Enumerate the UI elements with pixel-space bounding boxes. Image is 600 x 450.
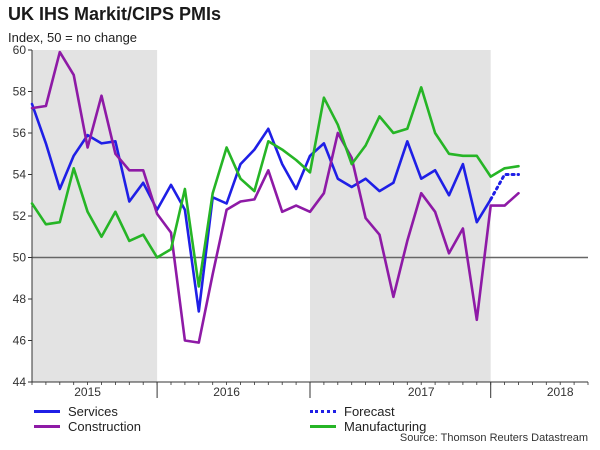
- y-tick-label-50: 50: [13, 251, 27, 265]
- legend-item-manufacturing: Manufacturing: [310, 419, 426, 434]
- y-tick-label-46: 46: [13, 334, 27, 348]
- y-tick-label-54: 54: [13, 168, 27, 182]
- series-line-services: [30, 102, 493, 313]
- y-tick-label-58: 58: [13, 85, 27, 99]
- source-note: Source: Thomson Reuters Datastream: [399, 432, 588, 444]
- legend-label-construction: Construction: [68, 419, 141, 434]
- legend-item-services: Services: [34, 404, 118, 419]
- y-tick-label-48: 48: [13, 292, 27, 306]
- chart-title: UK IHS Markit/CIPS PMIs: [8, 4, 222, 24]
- y-tick-label-60: 60: [13, 43, 27, 57]
- legend-swatch-services: [34, 410, 60, 413]
- legend-item-construction: Construction: [34, 419, 141, 434]
- series-line-forecast: [489, 173, 520, 201]
- x-year-label-2017: 2017: [408, 385, 435, 399]
- y-tick-label-52: 52: [13, 209, 27, 223]
- x-year-label-2015: 2015: [74, 385, 101, 399]
- y-tick-label-56: 56: [13, 126, 27, 140]
- legend-swatch-forecast: [310, 410, 336, 413]
- legend-label-services: Services: [68, 404, 118, 419]
- x-year-label-2016: 2016: [213, 385, 240, 399]
- legend-label-manufacturing: Manufacturing: [344, 419, 427, 434]
- legend-swatch-manufacturing: [310, 425, 336, 428]
- shaded-region-1: [310, 50, 491, 382]
- chart-subtitle: Index, 50 = no change: [8, 30, 138, 45]
- series-line-manufacturing: [30, 86, 520, 288]
- series-line-construction: [30, 50, 520, 344]
- y-tick-label-44: 44: [13, 375, 27, 389]
- legend-swatch-construction: [34, 425, 60, 428]
- legend-label-forecast: Forecast: [344, 404, 395, 419]
- legend-item-forecast: Forecast: [310, 404, 395, 419]
- x-year-label-2018: 2018: [547, 385, 574, 399]
- shaded-region-0: [32, 50, 158, 382]
